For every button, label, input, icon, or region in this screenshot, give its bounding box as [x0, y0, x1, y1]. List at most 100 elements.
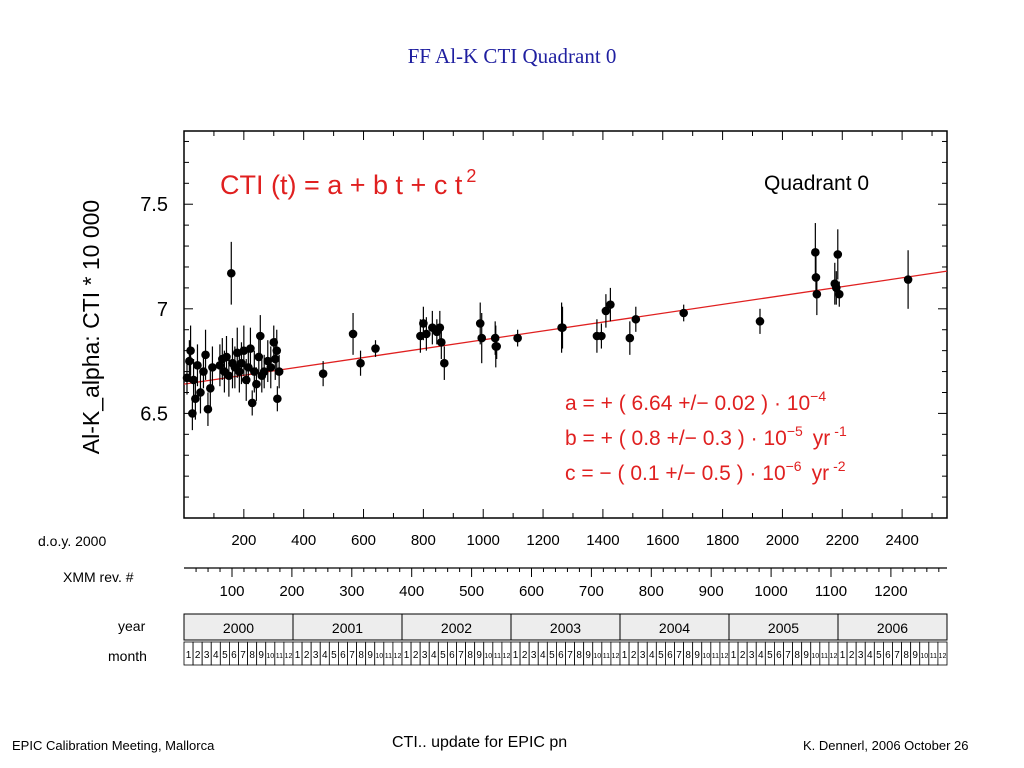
month-label: 8: [685, 650, 691, 661]
month-label: 6: [449, 650, 455, 661]
y-tick-label: 6.5: [140, 403, 168, 425]
data-point: [558, 323, 567, 332]
rev-tick-label: 400: [399, 583, 424, 600]
data-point: [259, 367, 269, 376]
year-cell: [183, 613, 294, 641]
month-label: 1: [404, 650, 410, 661]
month-label: 7: [458, 650, 464, 661]
month-label: 10: [375, 653, 383, 660]
data-point: [222, 352, 231, 362]
year-label: 2000: [223, 620, 254, 636]
month-label: 2: [522, 650, 528, 661]
data-point: [812, 289, 822, 299]
month-label: 5: [222, 650, 228, 661]
x-tick-label: 1200: [526, 532, 559, 549]
month-label: 12: [830, 653, 838, 660]
month-label: 8: [903, 650, 909, 661]
data-point: [477, 333, 487, 343]
x-tick-label: 600: [351, 532, 376, 549]
month-label: 6: [558, 650, 564, 661]
month-label: 1: [513, 650, 519, 661]
data-point: [203, 404, 213, 414]
x-tick-label: 2200: [826, 532, 859, 549]
month-axis-label: month: [108, 648, 147, 664]
rev-tick-label: 600: [519, 583, 544, 600]
data-point: [833, 250, 843, 259]
month-label: 9: [258, 650, 264, 661]
month-label: 4: [322, 650, 328, 661]
month-label: 10: [266, 653, 274, 660]
month-label: 9: [367, 650, 373, 661]
rev-tick-label: 200: [279, 583, 304, 600]
x-tick-label: 2400: [885, 532, 918, 549]
data-point: [246, 344, 255, 353]
month-label: 1: [731, 650, 737, 661]
coef-yr: yr: [812, 462, 830, 485]
month-label: 9: [476, 650, 482, 661]
month-label: 4: [540, 650, 546, 661]
data-point: [239, 346, 249, 355]
coef-yr-exp: -1: [834, 423, 847, 439]
month-label: 11: [821, 653, 828, 660]
data-point: [241, 375, 251, 385]
year-label: 2004: [659, 620, 690, 636]
month-label: 7: [240, 650, 246, 661]
rev-tick-label: 1100: [815, 583, 847, 600]
doy-axis-label: d.o.y. 2000: [38, 533, 106, 549]
coef-exp: −6: [786, 458, 802, 474]
data-point: [348, 329, 358, 339]
month-label: 6: [667, 650, 673, 661]
data-point: [606, 300, 615, 309]
month-label: 1: [295, 650, 301, 661]
data-point: [188, 409, 197, 418]
year-cell: [837, 613, 948, 641]
footer-left: EPIC Calibration Meeting, Mallorca: [12, 738, 215, 753]
data-point: [254, 352, 264, 362]
month-label: 3: [858, 650, 864, 661]
month-cell: [937, 641, 948, 666]
month-label: 2: [631, 650, 637, 661]
coef-head: b = + ( 0.8 +/− 0.3 ) · 10: [565, 427, 787, 450]
y-axis-label: Al-K_alpha: CTI * 10 000: [78, 200, 104, 454]
month-label: 2: [195, 650, 201, 661]
rev-tick-label: 500: [459, 583, 484, 600]
y-tick-label: 7.5: [140, 194, 168, 216]
data-point: [189, 375, 198, 385]
month-label: 7: [894, 650, 900, 661]
data-point: [266, 363, 276, 372]
month-label: 1: [840, 650, 846, 661]
x-tick-label: 1400: [586, 532, 619, 549]
data-point: [247, 398, 257, 408]
footer-right: K. Dennerl, 2006 October 26: [803, 738, 969, 753]
month-label: 5: [331, 650, 337, 661]
rev-axis-label: XMM rev. #: [63, 569, 134, 585]
x-tick-label: 2000: [766, 532, 799, 549]
data-point: [356, 358, 365, 368]
month-label: 3: [640, 650, 646, 661]
month-label: 7: [349, 650, 355, 661]
month-label: 8: [358, 650, 364, 661]
data-point: [755, 317, 765, 326]
data-point: [903, 275, 913, 284]
month-label: 9: [912, 650, 918, 661]
coef-exp: −4: [810, 388, 826, 404]
month-label: 6: [776, 650, 782, 661]
month-label: 10: [484, 653, 492, 660]
data-point: [834, 289, 844, 299]
slide-title: FF Al-K CTI Quadrant 0: [407, 44, 617, 68]
month-label: 10: [920, 653, 928, 660]
data-point: [206, 384, 215, 393]
month-label: 4: [649, 650, 655, 661]
year-label: 2002: [441, 620, 472, 636]
data-point: [419, 319, 428, 328]
data-point: [270, 354, 280, 364]
month-label: 8: [249, 650, 255, 661]
x-tick-label: 1800: [706, 532, 739, 549]
month-label: 10: [593, 653, 601, 660]
month-label: 5: [440, 650, 446, 661]
month-label: 9: [803, 650, 809, 661]
month-label: 4: [867, 650, 873, 661]
month-label: 11: [494, 653, 501, 660]
fit-formula-main: CTI (t) = a + b t + c t: [220, 170, 463, 200]
data-point: [371, 344, 380, 353]
